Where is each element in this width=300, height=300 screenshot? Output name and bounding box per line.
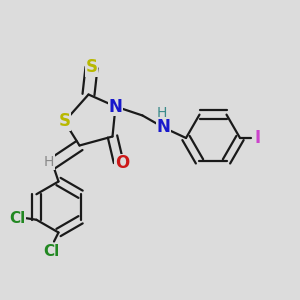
Text: N: N [157,118,170,136]
Text: I: I [255,129,261,147]
Text: N: N [109,98,122,116]
Text: Cl: Cl [9,211,25,226]
Text: S: S [58,112,70,130]
Text: O: O [115,154,129,172]
Text: H: H [44,155,54,169]
Text: Cl: Cl [44,244,60,259]
Text: H: H [157,106,167,120]
Text: S: S [85,58,98,76]
